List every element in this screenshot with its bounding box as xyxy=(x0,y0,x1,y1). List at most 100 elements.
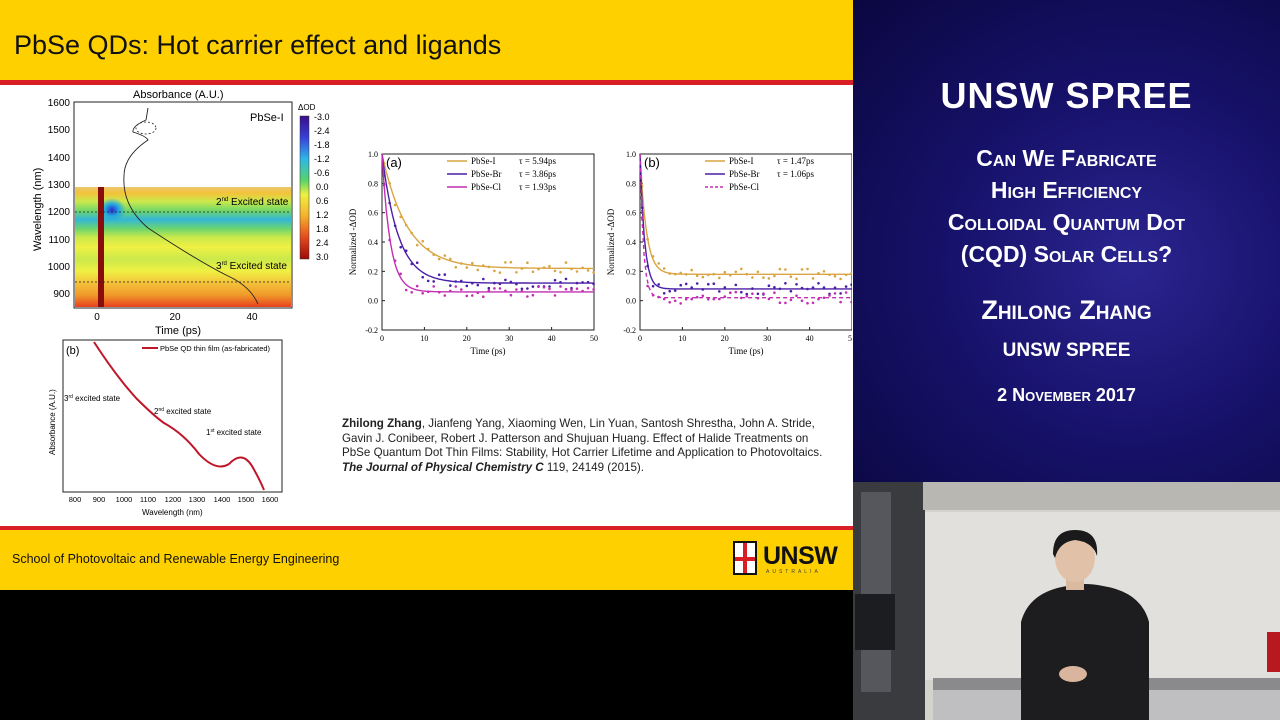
y-tick-label: 0.2 xyxy=(368,267,378,276)
footer-bar: School of Photovoltaic and Renewable Ene… xyxy=(0,530,853,590)
data-point xyxy=(718,276,721,280)
data-point xyxy=(575,287,579,290)
citation-author: Zhilong Zhang xyxy=(342,417,422,430)
data-point xyxy=(415,243,419,247)
data-point xyxy=(795,277,798,281)
data-point xyxy=(526,287,529,290)
series-fit-PbSe-Cl xyxy=(381,153,594,293)
data-point xyxy=(581,289,584,293)
data-point xyxy=(707,298,710,301)
data-point xyxy=(586,269,590,272)
data-point xyxy=(537,285,540,288)
data-point xyxy=(493,281,496,285)
y-tick-label: 1.0 xyxy=(368,150,378,159)
data-point xyxy=(751,292,754,295)
legend-series-name: PbSe-Br xyxy=(471,169,502,179)
data-point xyxy=(460,279,463,283)
x-tick-label: 20 xyxy=(721,334,729,343)
data-point xyxy=(646,284,649,288)
data-point xyxy=(482,295,485,298)
data-point xyxy=(850,300,852,304)
absorbance-xlabel: Wavelength (nm) xyxy=(142,508,203,517)
data-point xyxy=(789,289,793,293)
data-point xyxy=(487,265,491,269)
data-point xyxy=(756,296,760,300)
x-tick-label: 0 xyxy=(380,334,384,343)
data-point xyxy=(415,261,419,264)
legend-series-name: PbSe-I xyxy=(471,156,496,166)
data-point xyxy=(844,291,848,294)
slide: PbSe QDs: Hot carrier effect and ligands xyxy=(0,0,853,590)
legend-tau: τ = 1.93ps xyxy=(519,182,556,192)
heatmap-figure: Absorbance (A.U.) PbSe-I 2nd Excited sta… xyxy=(32,89,330,337)
x-tick-label: 50 xyxy=(848,334,852,343)
data-point xyxy=(734,290,738,294)
data-point xyxy=(454,266,458,269)
colorbar-tick: 2.4 xyxy=(316,238,329,248)
x-tick-label: 0 xyxy=(638,334,642,343)
colorbar-tick: 1.8 xyxy=(316,224,329,234)
data-point xyxy=(822,296,826,300)
data-point xyxy=(581,281,584,284)
data-point xyxy=(487,286,491,290)
data-point xyxy=(789,298,793,302)
data-point xyxy=(723,270,727,274)
citation-journal: The Journal of Physical Chemistry C xyxy=(342,460,544,474)
data-point xyxy=(559,281,562,284)
data-point xyxy=(437,257,441,261)
absorbance-panel: (b) xyxy=(66,345,79,357)
absorbance-legend: PbSe QD thin film (as-fabricated) xyxy=(160,344,271,353)
legend-series-name: PbSe-Cl xyxy=(471,182,502,192)
absorbance-xtick: 1400 xyxy=(214,495,231,504)
data-point xyxy=(795,283,798,286)
y-tick-label: 0.0 xyxy=(368,297,378,306)
data-point xyxy=(437,273,441,277)
data-point xyxy=(668,301,671,304)
data-point xyxy=(443,273,447,276)
data-point xyxy=(432,285,435,288)
data-point xyxy=(388,201,391,205)
colorbar-tick: 1.2 xyxy=(316,210,329,220)
data-point xyxy=(684,273,688,276)
data-point xyxy=(839,292,842,295)
data-point xyxy=(388,238,391,242)
data-point xyxy=(520,267,524,270)
data-point xyxy=(784,282,787,285)
data-point xyxy=(789,275,793,278)
data-point xyxy=(646,237,649,241)
data-point xyxy=(454,280,458,283)
colorbar-tick: -2.4 xyxy=(314,126,330,136)
data-point xyxy=(393,224,397,228)
absorbance-ann-1st: 1st excited state xyxy=(206,428,262,437)
data-point xyxy=(493,287,496,290)
data-point xyxy=(449,289,452,293)
y-tick-label: 0.8 xyxy=(368,179,378,188)
data-point xyxy=(745,295,749,298)
data-point xyxy=(740,290,743,294)
data-point xyxy=(850,283,852,286)
heatmap-y-ticks: 1600 1500 1400 1300 1200 1100 1000 900 xyxy=(48,98,71,300)
y-tick-label: 1.0 xyxy=(626,150,636,159)
unsw-logo-text: UNSW xyxy=(763,542,838,570)
heatmap-time-zero xyxy=(98,187,104,307)
data-point xyxy=(811,277,815,280)
data-point xyxy=(707,282,710,286)
talk-title-line: Colloidal Quantum Dot xyxy=(947,209,1186,235)
data-point xyxy=(564,261,568,264)
x-tick-label: 10 xyxy=(420,334,428,343)
slide-title: PbSe QDs: Hot carrier effect and ligands xyxy=(14,30,502,60)
data-point xyxy=(701,275,705,279)
data-point xyxy=(531,270,535,274)
heatmap-2nd-label: 2nd Excited state xyxy=(216,197,289,208)
data-point xyxy=(712,297,716,301)
data-point xyxy=(668,272,671,275)
data-point xyxy=(806,287,809,291)
data-point xyxy=(548,264,551,268)
absorbance-xtick: 1200 xyxy=(165,495,182,504)
data-point xyxy=(465,294,469,298)
data-point xyxy=(449,284,452,287)
data-point xyxy=(520,287,524,291)
data-point xyxy=(515,282,518,286)
event-brand: UNSW SPREE xyxy=(940,75,1193,116)
data-point xyxy=(762,276,765,279)
